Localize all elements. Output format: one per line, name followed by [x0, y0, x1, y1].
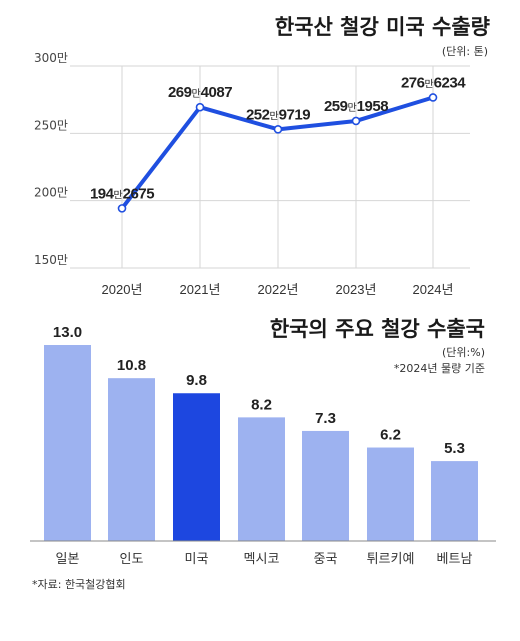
source-note: *자료: 한국철강협회 [32, 578, 126, 591]
line-data-label-unit: 만 [347, 102, 356, 114]
line-data-label-main: 194 [90, 185, 115, 202]
line-data-label: 194만2675 [90, 185, 154, 202]
line-data-label: 252만9719 [246, 106, 310, 123]
line-data-point [195, 102, 205, 112]
line-x-tick-label: 2024년 [413, 282, 454, 297]
line-data-label-rest: 9719 [279, 106, 311, 123]
line-x-tick-label: 2020년 [102, 282, 143, 297]
bar-mark [108, 378, 155, 541]
bar-mark [44, 345, 91, 541]
line-x-tick-label: 2021년 [180, 282, 221, 297]
bar-value-label: 5.3 [444, 440, 465, 457]
line-data-label-unit: 만 [269, 110, 278, 122]
line-data-label-rest: 6234 [434, 74, 467, 91]
line-data-label-rest: 2675 [123, 185, 155, 202]
line-chart: 한국산 철강 미국 수출량 (단위: 톤) 300만 250만 200만 150만 2… [34, 15, 490, 297]
bar-value-label: 6.2 [380, 427, 401, 444]
bar-category-label: 미국 [185, 552, 209, 567]
line-data-label: 269만4087 [168, 84, 232, 101]
line-x-tick-label: 2022년 [258, 282, 299, 297]
bar-chart-note: *2024년 물량 기준 [394, 362, 485, 375]
line-data-label-main: 259 [324, 98, 348, 115]
bar-mark [431, 461, 478, 541]
bar-series: 13.0 일본 10.8 인도 9.8 미국 8.2 멕시코 7.3 중국 6.2 튀르키예 5.3 베트… [44, 324, 478, 567]
line-data-label-unit: 만 [424, 78, 433, 90]
line-data-label: 259만1958 [324, 98, 388, 115]
bar-mark [173, 393, 220, 541]
bar-category-label: 일본 [56, 552, 80, 567]
line-data-label-unit: 만 [113, 189, 122, 201]
line-data-label-unit: 만 [191, 88, 200, 100]
bar-category-label: 인도 [120, 552, 144, 567]
line-y-tick-label: 150만 [34, 253, 68, 267]
bar-category-label: 중국 [314, 552, 338, 567]
bar-mark [367, 447, 414, 541]
line-y-tick-label: 300만 [34, 51, 68, 65]
bar-chart-title: 한국의 주요 철강 수출국 [270, 317, 485, 341]
line-x-tick-label: 2023년 [336, 282, 377, 297]
bar-chart: 한국의 주요 철강 수출국 (단위:%) *2024년 물량 기준 13.0 일본… [30, 317, 496, 567]
line-y-tick-label: 200만 [34, 186, 68, 200]
bar-value-label: 13.0 [53, 324, 82, 341]
line-data-point [428, 93, 438, 102]
line-data-label-main: 252 [246, 106, 270, 123]
line-data-point [117, 204, 127, 213]
bar-value-label: 8.2 [251, 396, 272, 413]
line-grid [70, 65, 470, 269]
bar-mark [302, 430, 349, 541]
line-data-point [273, 125, 283, 134]
line-y-tick-label: 250만 [34, 118, 68, 132]
bar-mark [238, 417, 285, 541]
line-data-label: 276만6234 [401, 74, 466, 91]
line-chart-title: 한국산 철강 미국 수출량 [275, 15, 490, 39]
line-y-axis: 300만 250만 200만 150만 [34, 51, 68, 267]
bar-category-label: 멕시코 [244, 552, 280, 567]
line-data-label-rest: 1958 [357, 98, 389, 115]
bar-value-label: 7.3 [315, 410, 336, 427]
line-data-label-main: 276 [401, 74, 425, 91]
line-data-label-main: 269 [168, 84, 192, 101]
line-chart-unit: (단위: 톤) [442, 45, 488, 58]
bar-category-label: 튀르키예 [367, 552, 415, 567]
bar-value-label: 10.8 [117, 357, 146, 374]
line-series [117, 93, 438, 213]
bar-value-label: 9.8 [186, 372, 207, 389]
line-x-axis: 2020년 2021년 2022년 2023년 2024년 [102, 282, 454, 297]
line-data-label-rest: 4087 [201, 84, 233, 101]
bar-category-label: 베트남 [437, 552, 473, 567]
bar-chart-unit: (단위:%) [442, 346, 485, 359]
line-data-point [351, 116, 361, 126]
